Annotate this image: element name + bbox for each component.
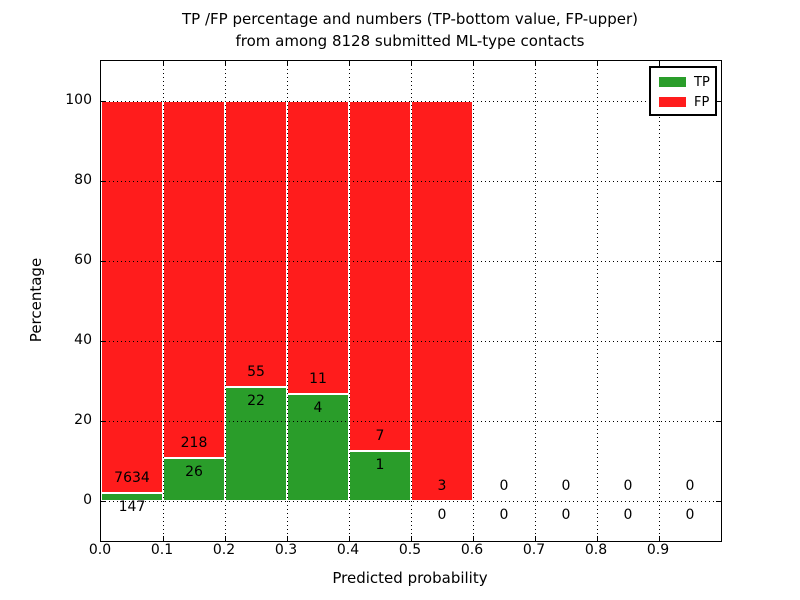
gridline-vertical [597, 61, 598, 541]
x-tick-bottom [473, 536, 474, 541]
x-tick-label: 0.6 [460, 542, 484, 558]
annotation-tp-count: 4 [313, 400, 323, 417]
legend-row: TP [659, 72, 715, 92]
x-tick-top [597, 61, 598, 66]
x-tick-top [225, 61, 226, 66]
x-tick-top [287, 61, 288, 66]
legend: TP FP [649, 66, 717, 116]
gridline-vertical [659, 61, 660, 541]
x-tick-label: 0.2 [212, 542, 236, 558]
annotation-fp-count: 7634 [114, 470, 150, 487]
x-tick-bottom [349, 536, 350, 541]
bar-tp-segment [101, 493, 163, 501]
annotation-tp-count: 26 [185, 464, 203, 481]
annotation-tp-count: 147 [118, 499, 146, 516]
legend-swatch-tp-icon [659, 77, 686, 87]
y-tick-right [716, 181, 721, 182]
gridline-vertical [225, 61, 226, 541]
x-tick-bottom [597, 536, 598, 541]
chart-title: TP /FP percentage and numbers (TP-bottom… [100, 8, 720, 52]
gridline-vertical [411, 61, 412, 541]
x-tick-bottom [225, 536, 226, 541]
x-tick-top [659, 61, 660, 66]
gridline-vertical [473, 61, 474, 541]
y-tick-left [101, 421, 106, 422]
y-tick-right [716, 421, 721, 422]
x-tick-bottom [659, 536, 660, 541]
x-tick-label: 0.7 [522, 542, 546, 558]
bar-fp-segment [163, 101, 225, 459]
y-tick-label: 40 [74, 332, 92, 348]
legend-label: TP [694, 74, 710, 90]
annotation-tp-count: 0 [437, 507, 447, 523]
gridline-vertical [535, 61, 536, 541]
x-tick-label: 0.5 [398, 542, 422, 558]
annotation-fp-count: 0 [499, 478, 509, 494]
gridline-vertical [163, 61, 164, 541]
y-tick-left [101, 261, 106, 262]
gridline-vertical [349, 61, 350, 541]
annotation-fp-count: 218 [180, 435, 208, 452]
x-tick-bottom [535, 536, 536, 541]
y-tick-label: 0 [83, 492, 92, 508]
x-tick-top [349, 61, 350, 66]
annotation-tp-count: 0 [561, 507, 571, 523]
x-tick-top [535, 61, 536, 66]
annotation-fp-count: 55 [247, 363, 265, 380]
chart-title-line2: from among 8128 submitted ML-type contac… [235, 32, 585, 50]
annotation-tp-count: 22 [247, 392, 265, 409]
x-tick-label: 0.8 [584, 542, 608, 558]
x-tick-label: 0.1 [150, 542, 174, 558]
bar-fp-segment [287, 101, 349, 395]
y-tick-left [101, 181, 106, 182]
y-tick-right [716, 261, 721, 262]
y-tick-left [101, 341, 106, 342]
annotation-fp-count: 7 [375, 428, 385, 444]
annotation-fp-count: 0 [685, 478, 695, 494]
annotation-tp-count: 0 [499, 507, 509, 523]
bar-fp-segment [225, 101, 287, 387]
y-tick-label: 80 [74, 172, 92, 188]
y-tick-right [716, 341, 721, 342]
y-tick-left [101, 501, 106, 502]
x-tick-label: 0.3 [274, 542, 298, 558]
y-tick-label: 100 [65, 92, 92, 108]
x-tick-top [163, 61, 164, 66]
bar-tp-segment [287, 394, 349, 501]
legend-swatch-fp-icon [659, 97, 686, 107]
x-tick-bottom [287, 536, 288, 541]
bar-tp-segment [349, 451, 411, 501]
chart-title-line1: TP /FP percentage and numbers (TP-bottom… [182, 10, 638, 28]
bar-fp-segment [349, 101, 411, 451]
gridline-vertical [287, 61, 288, 541]
x-tick-bottom [163, 536, 164, 541]
annotation-fp-count: 0 [623, 478, 633, 494]
x-axis-label: Predicted probability [332, 569, 488, 587]
x-tick-label: 0.9 [646, 542, 670, 558]
plot-area: TP FP 7634 147 218 26 55 22 11 4 7 1 3 0 0 0 0 0 0 0 0 0 [100, 60, 722, 542]
x-tick-bottom [411, 536, 412, 541]
y-tick-left [101, 101, 106, 102]
legend-row: FP [659, 92, 715, 112]
annotation-fp-count: 11 [309, 371, 327, 388]
annotation-fp-count: 0 [561, 478, 571, 494]
x-tick-label: 0.4 [336, 542, 360, 558]
y-tick-label: 20 [74, 412, 92, 428]
annotation-fp-count: 3 [437, 478, 447, 494]
x-tick-top [473, 61, 474, 66]
y-tick-right [716, 101, 721, 102]
bar-tp-segment [163, 458, 225, 501]
annotation-tp-count: 0 [623, 507, 633, 523]
bar-fp-segment [101, 101, 163, 494]
y-tick-right [716, 501, 721, 502]
bar-fp-segment [411, 101, 473, 501]
x-tick-label: 0.0 [88, 542, 112, 558]
annotation-tp-count: 1 [375, 457, 385, 473]
annotation-tp-count: 0 [685, 507, 695, 523]
x-tick-top [411, 61, 412, 66]
legend-label: FP [694, 94, 710, 110]
y-tick-label: 60 [74, 252, 92, 268]
